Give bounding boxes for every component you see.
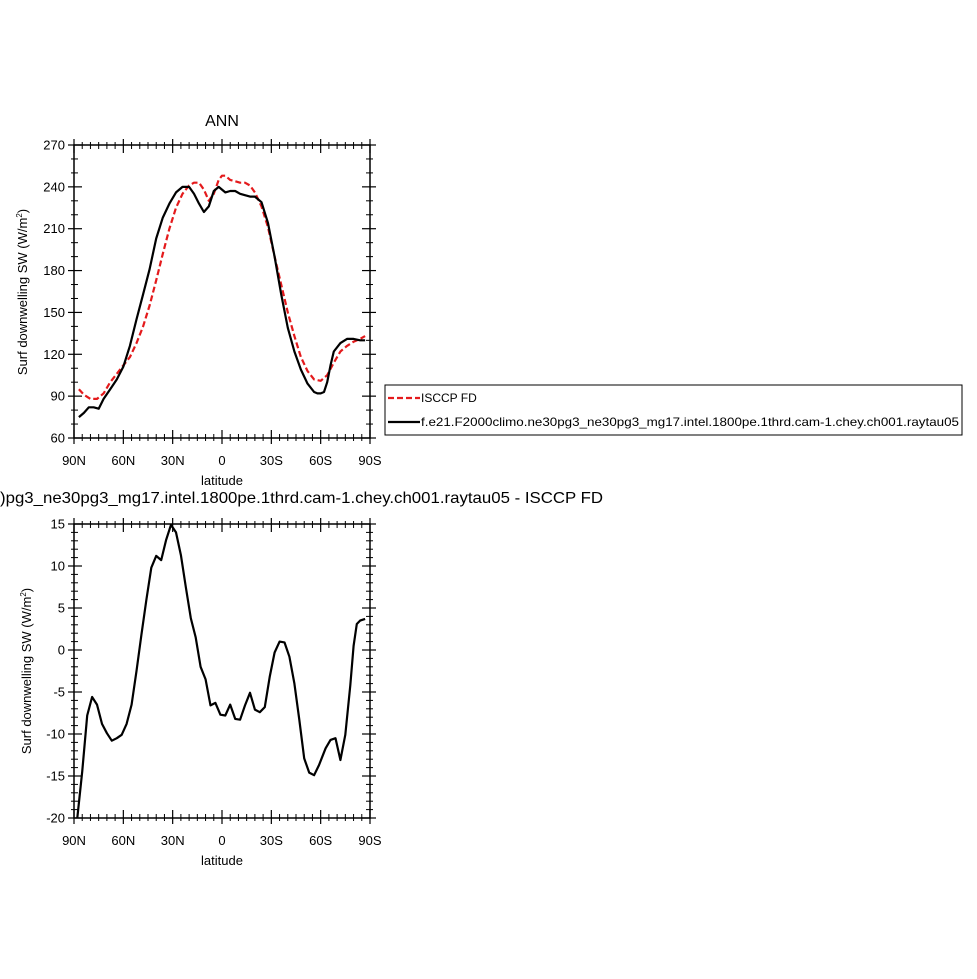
top-y-tick-label: 210 bbox=[43, 221, 65, 236]
bottom-series-line-0 bbox=[76, 523, 366, 819]
top-y-tick-label: 270 bbox=[43, 138, 65, 153]
top-y-axis-title-sup: 2 bbox=[15, 213, 24, 218]
top-series-layer bbox=[78, 174, 366, 418]
legend-box bbox=[384, 384, 963, 436]
bottom-x-tick-label: 60N bbox=[111, 833, 135, 848]
bottom-y-axis-title-sup: 2 bbox=[19, 592, 28, 597]
bottom-x-tick-label: 60S bbox=[309, 833, 332, 848]
top-y-axis-title: Surf downwelling SW (W/m2) bbox=[15, 209, 30, 375]
bottom-x-tick-label: 90N bbox=[62, 833, 86, 848]
top-chart-title: ANN bbox=[205, 113, 239, 130]
top-series-line-1 bbox=[78, 185, 366, 418]
bottom-panel: )pg3_ne30pg3_mg17.intel.1800pe.1thrd.cam… bbox=[0, 490, 603, 868]
bottom-x-tick-label: 30N bbox=[161, 833, 185, 848]
bottom-y-tick-label: -10 bbox=[46, 727, 65, 742]
top-x-tick-label: 0 bbox=[218, 453, 225, 468]
top-x-tick-label: 60N bbox=[111, 453, 135, 468]
bottom-y-tick-label: 15 bbox=[51, 517, 65, 532]
bottom-x-axis-title: latitude bbox=[201, 853, 243, 868]
bottom-y-tick-label: -20 bbox=[46, 811, 65, 826]
top-x-tick-label: 30S bbox=[260, 453, 283, 468]
bottom-y-axis-title-end: ) bbox=[19, 588, 34, 592]
bottom-series-layer bbox=[76, 523, 366, 819]
top-plot-frame bbox=[73, 144, 371, 439]
legend-label-model: f.e21.F2000climo.ne30pg3_ne30pg3_mg17.in… bbox=[421, 415, 959, 429]
top-x-tick-label: 90S bbox=[358, 453, 381, 468]
bottom-y-tick-label: 10 bbox=[51, 559, 65, 574]
top-y-tick-label: 150 bbox=[43, 305, 65, 320]
bottom-y-axis-title: Surf downwelling SW (W/m2) bbox=[19, 588, 34, 754]
top-panel: ANN 90N 60N 30N 0 30S 60S 90S 60 90 120 150 180 210 2… bbox=[15, 113, 963, 488]
top-y-tick-label: 60 bbox=[51, 431, 65, 446]
top-legend: ISCCP FD f.e21.F2000climo.ne30pg3_ne30pg… bbox=[384, 384, 963, 436]
top-y-tick-label: 120 bbox=[43, 347, 65, 362]
bottom-y-axis-title-main: Surf downwelling SW (W/m bbox=[19, 597, 34, 754]
top-x-tick-label: 30N bbox=[161, 453, 185, 468]
legend-label-isccp: ISCCP FD bbox=[421, 391, 477, 405]
bottom-x-tick-label: 0 bbox=[218, 833, 225, 848]
bottom-y-tick-label: 5 bbox=[58, 601, 65, 616]
bottom-ticks-layer: 90N 60N 30N 0 30S 60S 90S -20 -15 -10 -5 0 5 10 15 bbox=[46, 517, 382, 849]
top-ticks-layer: 90N 60N 30N 0 30S 60S 90S 60 90 120 150 180 210 240 27… bbox=[43, 138, 382, 469]
top-y-axis-title-end: ) bbox=[15, 209, 30, 213]
top-x-axis-title: latitude bbox=[201, 473, 243, 488]
bottom-chart-title: )pg3_ne30pg3_mg17.intel.1800pe.1thrd.cam… bbox=[0, 490, 603, 507]
bottom-y-tick-label: -15 bbox=[46, 769, 65, 784]
top-y-tick-label: 180 bbox=[43, 263, 65, 278]
bottom-plot-frame bbox=[73, 523, 371, 819]
bottom-y-tick-label: -5 bbox=[53, 685, 65, 700]
bottom-x-tick-label: 30S bbox=[260, 833, 283, 848]
top-series-line-0 bbox=[78, 174, 366, 400]
top-y-tick-label: 90 bbox=[51, 389, 65, 404]
bottom-x-tick-label: 90S bbox=[358, 833, 381, 848]
top-x-tick-label: 90N bbox=[62, 453, 86, 468]
top-y-tick-label: 240 bbox=[43, 179, 65, 194]
top-x-tick-label: 60S bbox=[309, 453, 332, 468]
top-y-axis-title-main: Surf downwelling SW (W/m bbox=[15, 218, 30, 375]
bottom-y-tick-label: 0 bbox=[58, 643, 65, 658]
